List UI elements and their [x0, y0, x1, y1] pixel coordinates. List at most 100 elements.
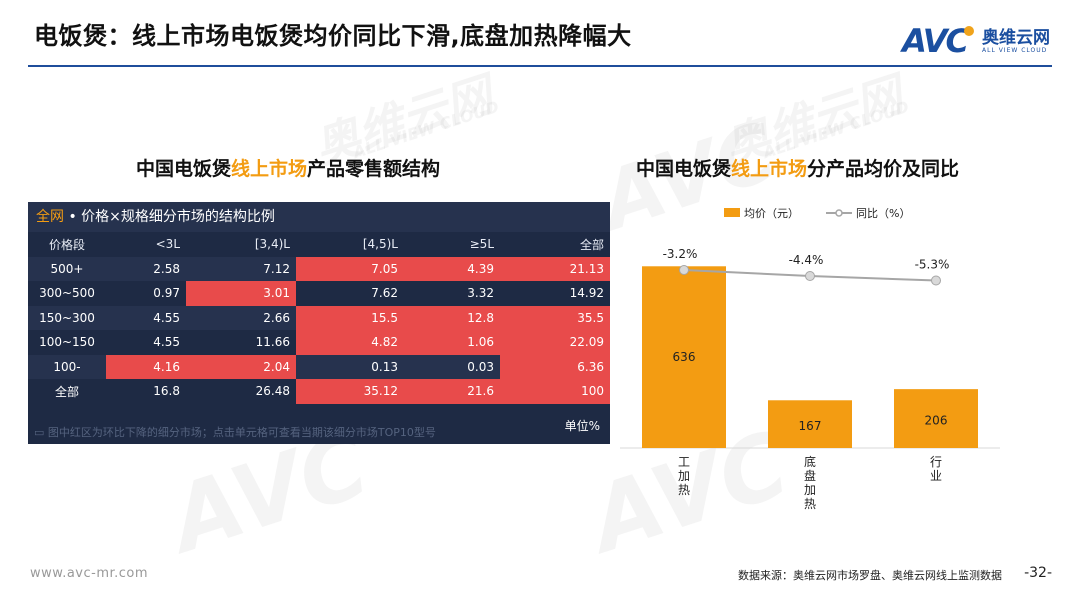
- table-header-cell: 价格段: [48, 237, 85, 252]
- table-cell[interactable]: 4.16: [106, 354, 186, 379]
- table-header-row: 价格段 <3L [3,4)L [4,5)L ≥5L 全部: [28, 232, 610, 257]
- table-cell[interactable]: 7.12: [186, 256, 296, 281]
- table-body: 500+ 2.58 7.12 7.05 4.39 21.13 300~500 0.97 3.01…: [28, 256, 610, 404]
- table-cell[interactable]: 0.03: [404, 354, 500, 379]
- legend-line-marker: [835, 209, 843, 217]
- table-cell[interactable]: 11.66: [255, 335, 290, 350]
- x-tick-label: 底: [804, 454, 816, 469]
- table-cell[interactable]: 16.8: [153, 384, 180, 399]
- x-tick-label: 热: [678, 483, 690, 497]
- bar-0: [642, 266, 726, 448]
- logo-cn-block: 奥维云网 ALL VIEW CLOUD: [982, 29, 1050, 54]
- avc-logo: AVC 奥维云网 ALL VIEW CLOUD: [902, 22, 1050, 60]
- legend-bar-swatch: [724, 208, 740, 217]
- legend-bar-label: 均价（元）: [744, 207, 799, 220]
- table-cell[interactable]: 0.13: [296, 354, 404, 379]
- left-title-post: 产品零售额结构: [307, 158, 441, 180]
- table-cell[interactable]: 100: [500, 379, 610, 404]
- x-tick-label: 热: [804, 497, 816, 511]
- legend-line-label: 同比（%）: [856, 207, 910, 220]
- page-title: 电饭煲：线上市场电饭煲均价同比下滑,底盘加热降幅大: [34, 22, 632, 50]
- table-cell[interactable]: 35.12: [296, 379, 404, 404]
- table-row-label: 100-: [28, 354, 106, 379]
- right-title-post: 分产品均价及同比: [807, 158, 960, 180]
- table-row-label: 500+: [28, 256, 106, 281]
- table-cell[interactable]: 12.8: [404, 305, 500, 330]
- table-caption-tag[interactable]: 全网: [36, 209, 64, 225]
- table-row: 150~300 4.55 2.66 15.5 12.8 35.5: [28, 305, 610, 330]
- table-unit: 单位%: [564, 419, 600, 433]
- table-note-text: 图中红区为环比下降的细分市场；点击单元格可查看当期该细分市场TOP10型号: [47, 426, 436, 439]
- x-tick-label: 工: [678, 455, 690, 469]
- x-tick-label: 加: [678, 469, 690, 483]
- table-cell[interactable]: 0.97: [153, 286, 180, 301]
- table-cell[interactable]: 15.5: [296, 305, 404, 330]
- table-cell[interactable]: 4.39: [404, 256, 500, 281]
- bar-value-label: 636: [673, 350, 696, 364]
- x-tick-label: 盘: [804, 468, 816, 483]
- bar-2: [894, 389, 978, 448]
- yoy-point: [679, 265, 689, 275]
- table-header-cell: <3L: [155, 237, 180, 252]
- logo-avc-text: AVC: [902, 22, 969, 60]
- right-title-pre: 中国电饭煲: [636, 158, 732, 180]
- logo-dot-icon: [964, 26, 974, 36]
- bar-value-label: 167: [799, 419, 822, 433]
- right-title-highlight: 线上市场: [731, 158, 808, 180]
- table-cell[interactable]: 22.09: [500, 330, 610, 355]
- yoy-point: [931, 275, 941, 286]
- logo-cn-main: 奥维云网: [982, 27, 1050, 48]
- page-number: -32-: [1024, 565, 1052, 581]
- table-header-cell: [4,5)L: [362, 237, 398, 252]
- table-header-cell: [3,4)L: [254, 237, 290, 252]
- table-row: 全部 16.8 26.48 35.12 21.6 100: [28, 379, 610, 404]
- table-cell[interactable]: 4.55: [106, 305, 186, 330]
- footer-source: 数据来源：奥维云网市场罗盘、奥维云网线上监测数据: [738, 569, 1002, 582]
- table-caption: 全网 • 价格×规格细分市场的结构比例: [28, 202, 610, 232]
- table-row-label: 100~150: [39, 335, 95, 350]
- table-cell[interactable]: 4.82: [296, 330, 404, 355]
- table-cell[interactable]: 3.01: [186, 281, 296, 306]
- table-cell[interactable]: 26.48: [255, 384, 290, 399]
- logo-cn-sub: ALL VIEW CLOUD: [982, 46, 1048, 54]
- x-tick-label: 加: [804, 483, 816, 497]
- table-cell[interactable]: 2.66: [186, 305, 296, 330]
- bar-value-label: 206: [925, 414, 948, 428]
- table-row: 300~500 0.97 3.01 7.62 3.32 14.92: [28, 281, 610, 306]
- table-caption-text: • 价格×规格细分市场的结构比例: [64, 209, 275, 225]
- x-tick-label: 业: [930, 469, 942, 483]
- footer-url[interactable]: www.avc-mr.com: [30, 566, 149, 581]
- header-divider: [28, 65, 1052, 67]
- yoy-value-label: -5.3%: [915, 258, 950, 272]
- yoy-value-label: -4.4%: [789, 253, 824, 267]
- yoy-value-label: -3.2%: [663, 247, 698, 261]
- table-cell[interactable]: 3.32: [467, 286, 494, 301]
- yoy-point: [805, 271, 815, 281]
- table-cell[interactable]: 7.05: [296, 256, 404, 281]
- table-cell[interactable]: 1.06: [404, 330, 500, 355]
- table-cell[interactable]: 7.62: [371, 286, 398, 301]
- left-section-title: 中国电饭煲线上市场产品零售额结构: [136, 154, 440, 181]
- table-cell[interactable]: 14.92: [569, 286, 604, 301]
- bar-1: [768, 400, 852, 448]
- table-row-label: 300~500: [39, 286, 95, 301]
- x-tick-label: 行: [930, 455, 942, 469]
- table-row-label: 150~300: [28, 305, 106, 330]
- structure-table-panel: 全网 • 价格×规格细分市场的结构比例 价格段 <3L [3,4)L [4,5)L ≥5…: [28, 202, 610, 444]
- table-row-label: 全部: [54, 384, 79, 399]
- watermark-en-2: ALL VIEW CLOUD: [760, 96, 912, 163]
- table-cell[interactable]: 21.13: [500, 256, 610, 281]
- table-cell[interactable]: 6.36: [500, 354, 610, 379]
- table-note: ▭ 图中红区为环比下降的细分市场；点击单元格可查看当期该细分市场TOP10型号: [34, 424, 436, 440]
- table-cell[interactable]: 2.04: [186, 354, 296, 379]
- table-cell[interactable]: 4.55: [153, 335, 180, 350]
- table-cell[interactable]: 35.5: [500, 305, 610, 330]
- left-title-pre: 中国电饭煲: [136, 158, 232, 180]
- watermark-en-1: ALL VIEW CLOUD: [350, 96, 502, 163]
- structure-table: 价格段 <3L [3,4)L [4,5)L ≥5L 全部 500+ 2.58 7.12 7.05…: [28, 232, 610, 404]
- table-cell[interactable]: 21.6: [404, 379, 500, 404]
- table-header-cell: 全部: [579, 237, 604, 252]
- table-cell[interactable]: 2.58: [106, 256, 186, 281]
- table-row: 500+ 2.58 7.12 7.05 4.39 21.13: [28, 256, 610, 281]
